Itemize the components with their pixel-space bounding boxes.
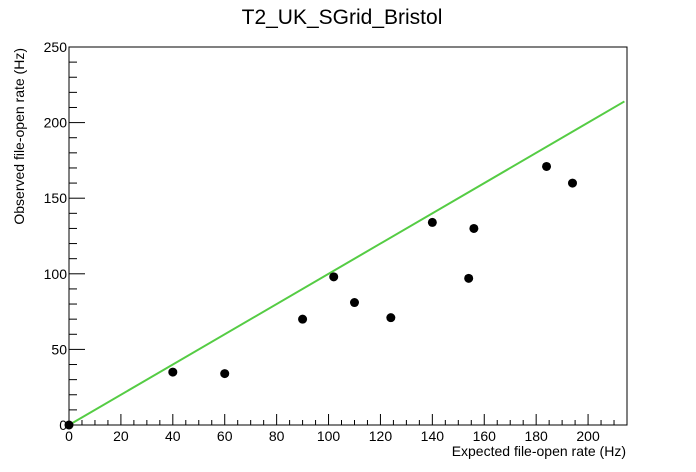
y-tick-label: 50 [51, 341, 67, 357]
y-axis-title: Observed file-open rate (Hz) [11, 48, 27, 225]
x-tick-label: 180 [524, 428, 548, 444]
x-tick-label: 200 [576, 428, 600, 444]
fit-line-group [68, 100, 625, 426]
data-point [220, 369, 230, 379]
x-tick-label: 80 [269, 428, 285, 444]
x-tick-label: 20 [113, 428, 129, 444]
x-tick-label: 0 [65, 428, 73, 444]
chart-title: T2_UK_SGrid_Bristol [242, 6, 443, 29]
plot-axes [68, 46, 628, 426]
x-tick-label: 120 [369, 428, 393, 444]
x-tick-label: 60 [217, 428, 233, 444]
data-point [386, 313, 396, 323]
data-point [567, 178, 577, 188]
data-point [469, 223, 479, 233]
data-point [168, 367, 178, 377]
x-tick-label: 100 [317, 428, 341, 444]
y-tick-label: 250 [44, 39, 68, 55]
x-tick-label: 140 [421, 428, 445, 444]
data-point [64, 420, 74, 430]
data-point [298, 314, 308, 324]
y-tick-label: 0 [59, 417, 67, 433]
axis-ticks: 0 20 40 60 80 100 120 140 160 180 200 0 50 100 150 200 2… [44, 39, 628, 444]
x-axis-title: Expected file-open rate (Hz) [452, 443, 626, 459]
data-point [542, 161, 552, 171]
data-point [349, 298, 359, 308]
y-tick-label: 100 [44, 266, 68, 282]
data-point [464, 273, 474, 283]
y-tick-label: 150 [44, 190, 68, 206]
x-tick-label: 40 [165, 428, 181, 444]
y-tick-label: 200 [44, 115, 68, 131]
x-tick-label: 160 [473, 428, 497, 444]
plot-frame [68, 46, 628, 426]
fit-line [68, 100, 625, 426]
data-point [329, 272, 339, 282]
data-points [64, 161, 577, 430]
data-point [427, 217, 437, 227]
